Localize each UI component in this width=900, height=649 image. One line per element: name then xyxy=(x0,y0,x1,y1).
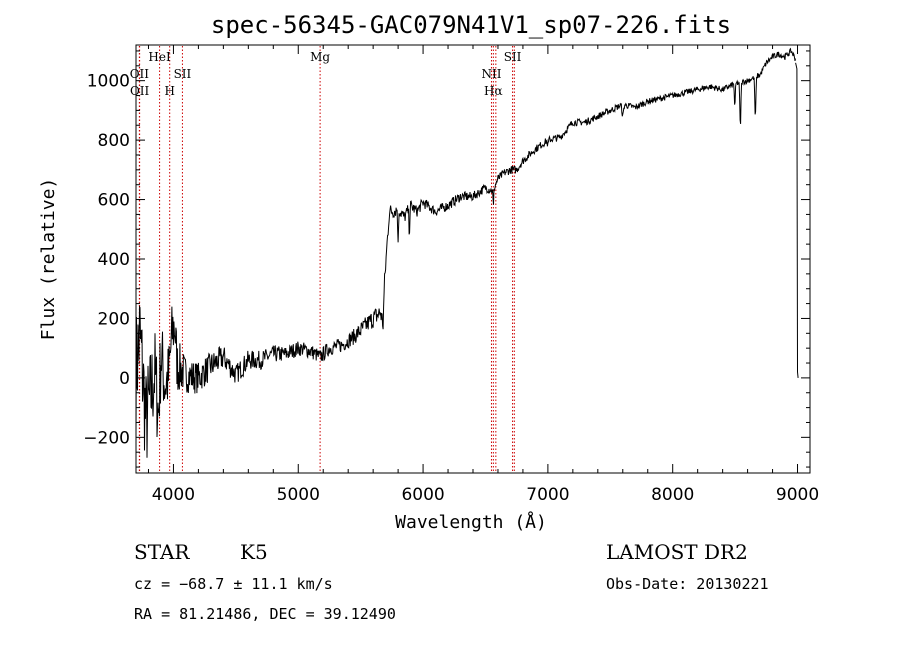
y-tick-label: 400 xyxy=(98,250,130,270)
line-marker-label: NII xyxy=(481,67,501,81)
spectral-line-markers xyxy=(138,46,515,472)
y-axis-label: Flux (relative) xyxy=(38,178,59,341)
line-marker-label: OII xyxy=(130,67,150,81)
x-axis-label: Wavelength (Å) xyxy=(395,511,547,533)
y-axis-ticks: −200 0 200 400 600 800 1000 xyxy=(83,50,810,468)
line-marker-label: SII xyxy=(504,50,522,64)
x-tick-label: 5000 xyxy=(277,485,320,505)
spectrum-end-segment xyxy=(795,62,799,378)
redshift-readout: cz = −68.7 ± 11.1 km/s xyxy=(134,575,333,593)
x-tick-label: 9000 xyxy=(776,485,819,505)
line-marker-label: SII xyxy=(174,67,192,81)
y-tick-label: −200 xyxy=(83,428,130,448)
chart-title: spec-56345-GAC079N41V1_sp07-226.fits xyxy=(211,11,731,39)
line-marker-label: OII xyxy=(130,84,150,98)
y-tick-label: 200 xyxy=(98,309,130,329)
y-tick-label: 600 xyxy=(98,191,130,211)
coordinates-readout: RA = 81.21486, DEC = 39.12490 xyxy=(134,605,396,623)
y-tick-label: 800 xyxy=(98,131,130,151)
x-tick-label: 4000 xyxy=(152,485,195,505)
line-marker-label: H xyxy=(164,84,174,98)
y-tick-label: 0 xyxy=(119,369,130,389)
line-marker-label: HeI xyxy=(148,50,171,64)
y-tick-label: 1000 xyxy=(87,72,130,92)
object-subclass: K5 xyxy=(240,540,268,564)
x-axis-ticks: 4000 5000 6000 7000 8000 9000 xyxy=(147,45,819,505)
observation-date: Obs-Date: 20130221 xyxy=(606,575,769,593)
x-tick-label: 8000 xyxy=(651,485,694,505)
line-marker-label: Hα xyxy=(484,84,503,98)
spectrum-line xyxy=(135,47,796,458)
plot-frame xyxy=(135,44,811,474)
x-tick-label: 7000 xyxy=(526,485,569,505)
object-class: STAR xyxy=(134,540,190,564)
x-tick-label: 6000 xyxy=(401,485,444,505)
survey-name: LAMOST DR2 xyxy=(606,540,748,564)
line-marker-label: Mg xyxy=(310,50,330,64)
